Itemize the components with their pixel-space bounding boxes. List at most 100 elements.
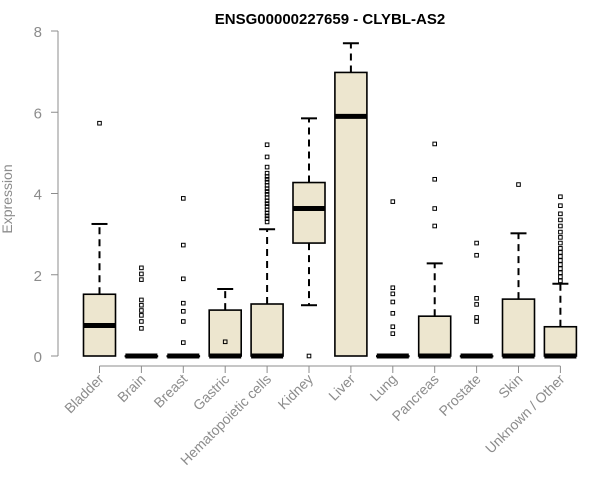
outlier-point (558, 223, 563, 229)
outlier-point (558, 262, 563, 267)
outlier-point (558, 211, 563, 217)
iqr-box (292, 181, 326, 244)
outlier-point (264, 154, 270, 160)
outlier-point (181, 276, 186, 282)
outlier-point (97, 120, 102, 126)
outlier-point (264, 176, 270, 182)
outlier-point (222, 339, 228, 345)
iqr-box (417, 315, 452, 357)
x-tick-label: Prostate (436, 371, 484, 419)
outlier-point (474, 315, 479, 320)
outlier-point (181, 300, 186, 306)
outlier-point (390, 299, 396, 305)
box-group (124, 265, 159, 359)
outlier-point (181, 309, 186, 314)
outlier-point (558, 274, 563, 280)
outlier-point (139, 297, 144, 303)
x-tick-label: Kidney (275, 371, 317, 413)
y-tick-label: 8 (34, 24, 42, 41)
box-group (166, 196, 201, 359)
outlier-point (432, 206, 437, 211)
outlier-point (558, 266, 563, 271)
x-tick-label: Unknown / Other (482, 371, 568, 457)
outlier-point (264, 192, 270, 197)
box-group (292, 117, 326, 359)
box-group (82, 120, 117, 357)
y-tick-label: 6 (34, 105, 42, 122)
box-group (543, 194, 578, 359)
y-tick-label: 2 (34, 268, 42, 285)
box-group (501, 182, 536, 359)
y-tick-label: 0 (34, 349, 42, 366)
outlier-point (139, 319, 144, 324)
outlier-point (390, 331, 396, 336)
x-tick-label: Pancreas (389, 371, 442, 424)
outlier-point (390, 199, 396, 204)
iqr-box (334, 71, 368, 357)
outlier-point (474, 319, 479, 324)
outlier-point (516, 182, 521, 187)
outlier-point (558, 278, 563, 284)
outlier-point (558, 240, 563, 246)
x-tick-label: Breast (150, 371, 190, 411)
outlier-point (139, 308, 144, 313)
x-tick-label: Lung (367, 371, 400, 404)
outlier-point (264, 164, 270, 170)
outlier-point (474, 252, 479, 258)
outlier-point (264, 204, 270, 209)
outlier-point (306, 353, 312, 359)
outlier-point (181, 340, 186, 345)
outlier-point (139, 265, 144, 271)
outlier-point (181, 242, 186, 248)
x-tick-label: Skin (495, 371, 526, 402)
iqr-box (250, 303, 284, 357)
outlier-point (558, 254, 563, 259)
outlier-point (139, 302, 144, 308)
outlier-point (139, 313, 144, 318)
outlier-point (474, 302, 479, 307)
outlier-point (390, 285, 396, 291)
box-group (250, 142, 284, 359)
iqr-box (208, 309, 242, 357)
outlier-point (264, 170, 270, 176)
box-group (417, 141, 452, 359)
outlier-point (181, 319, 186, 324)
boxes (82, 42, 578, 359)
outlier-point (264, 179, 270, 185)
outlier-point (558, 258, 563, 263)
box-group (459, 240, 494, 359)
outlier-point (558, 203, 563, 208)
outlier-point (558, 270, 563, 276)
outlier-point (264, 189, 270, 194)
outlier-point (558, 250, 563, 255)
outlier-point (264, 142, 270, 148)
outlier-point (474, 240, 479, 246)
outlier-point (558, 235, 563, 240)
outlier-point (390, 311, 396, 316)
x-tick-label: Liver (325, 371, 358, 404)
x-tick-label: Brain (114, 371, 148, 405)
outlier-point (390, 324, 396, 330)
box-group (375, 199, 410, 359)
outlier-point (432, 223, 437, 229)
x-tick-label: Bladder (61, 371, 107, 417)
outlier-point (558, 229, 563, 235)
outlier-point (264, 213, 270, 219)
outlier-point (474, 296, 479, 301)
outlier-point (181, 196, 186, 201)
y-tick-label: 4 (34, 187, 42, 204)
chart-title: ENSG00000227659 - CLYBL-AS2 (215, 11, 445, 28)
outlier-point (139, 277, 144, 282)
outlier-point (432, 176, 437, 182)
outlier-point (558, 246, 563, 251)
outlier-point (558, 217, 563, 223)
outlier-point (139, 271, 144, 277)
outlier-point (390, 291, 396, 297)
outlier-point (558, 194, 563, 200)
iqr-box (501, 298, 536, 357)
outlier-point (264, 216, 270, 221)
y-axis-label: Expression (0, 164, 15, 233)
